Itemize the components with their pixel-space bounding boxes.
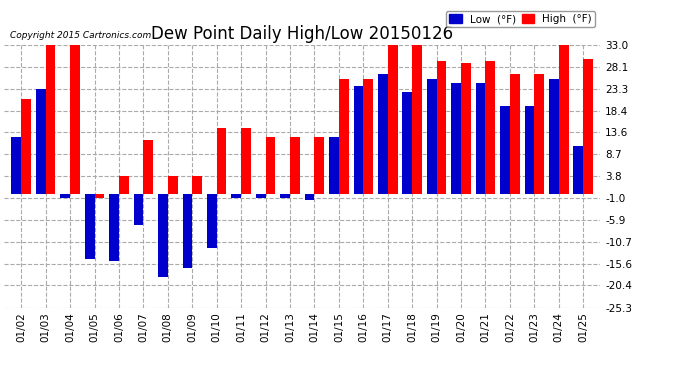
Bar	[510, 74, 520, 194]
Bar	[119, 177, 129, 194]
Bar	[241, 128, 251, 194]
Bar	[70, 45, 80, 194]
Bar	[280, 194, 290, 198]
Bar	[144, 140, 153, 194]
Title: Dew Point Daily High/Low 20150126: Dew Point Daily High/Low 20150126	[151, 26, 453, 44]
Bar	[183, 194, 193, 268]
Bar	[583, 58, 593, 194]
Bar	[290, 137, 299, 194]
Bar	[524, 106, 534, 194]
Bar	[207, 194, 217, 248]
Bar	[305, 194, 315, 200]
Bar	[451, 83, 461, 194]
Bar	[339, 79, 348, 194]
Bar	[427, 79, 437, 194]
Bar	[134, 194, 144, 225]
Bar	[549, 79, 559, 194]
Bar	[60, 194, 70, 198]
Bar	[109, 194, 119, 261]
Bar	[461, 63, 471, 194]
Bar	[256, 194, 266, 198]
Text: Copyright 2015 Cartronics.com: Copyright 2015 Cartronics.com	[10, 31, 151, 40]
Bar	[231, 194, 241, 198]
Bar	[95, 194, 104, 198]
Bar	[486, 61, 495, 194]
Bar	[12, 137, 21, 194]
Bar	[168, 177, 177, 194]
Bar	[193, 177, 202, 194]
Bar	[500, 106, 510, 194]
Bar	[266, 137, 275, 194]
Bar	[329, 137, 339, 194]
Bar	[158, 194, 168, 277]
Bar	[475, 83, 486, 194]
Bar	[559, 45, 569, 194]
Bar	[402, 92, 412, 194]
Bar	[437, 61, 446, 194]
Bar	[364, 79, 373, 194]
Legend: Low  (°F), High  (°F): Low (°F), High (°F)	[446, 11, 595, 27]
Bar	[388, 45, 397, 194]
Bar	[353, 86, 364, 194]
Bar	[21, 99, 31, 194]
Bar	[46, 45, 55, 194]
Bar	[85, 194, 95, 259]
Bar	[315, 137, 324, 194]
Bar	[378, 74, 388, 194]
Bar	[36, 88, 46, 194]
Bar	[534, 74, 544, 194]
Bar	[412, 45, 422, 194]
Bar	[573, 146, 583, 194]
Bar	[217, 128, 226, 194]
